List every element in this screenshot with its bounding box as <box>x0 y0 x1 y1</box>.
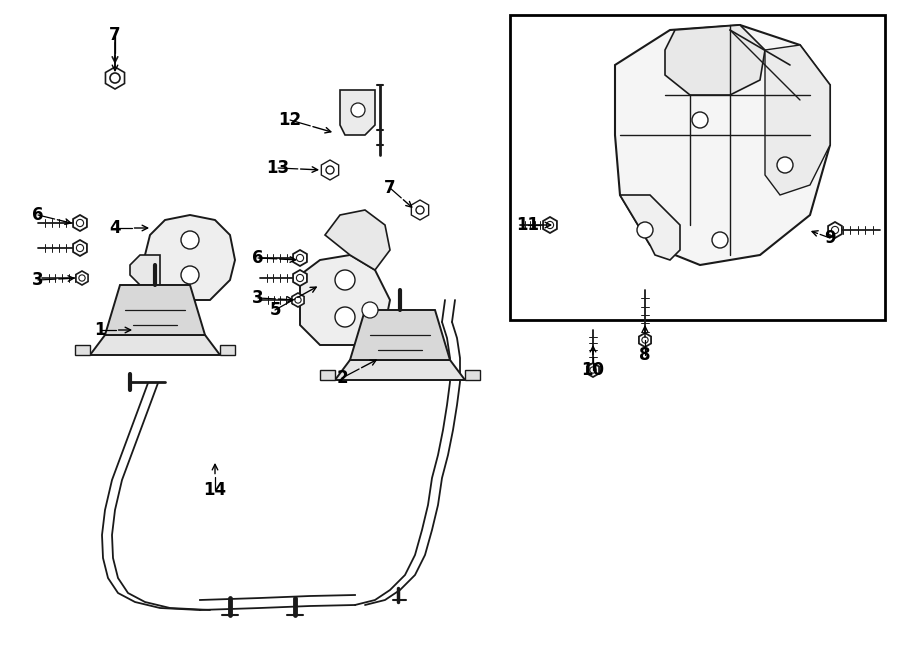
Text: 8: 8 <box>639 346 651 364</box>
Text: 14: 14 <box>203 481 227 499</box>
Polygon shape <box>90 335 220 355</box>
Polygon shape <box>130 255 160 285</box>
Text: 13: 13 <box>266 159 290 177</box>
Polygon shape <box>321 160 338 180</box>
Polygon shape <box>465 370 480 380</box>
Polygon shape <box>105 285 205 335</box>
Circle shape <box>712 232 728 248</box>
Polygon shape <box>543 217 557 233</box>
Circle shape <box>79 275 86 281</box>
Polygon shape <box>293 270 307 286</box>
Polygon shape <box>615 25 830 265</box>
Circle shape <box>362 302 378 318</box>
Text: 6: 6 <box>252 249 264 267</box>
Circle shape <box>110 73 120 83</box>
Polygon shape <box>105 67 124 89</box>
Text: 2: 2 <box>337 369 347 387</box>
Polygon shape <box>620 195 680 260</box>
Bar <box>510 15 885 320</box>
Text: 10: 10 <box>581 361 605 379</box>
Circle shape <box>335 270 355 290</box>
Text: 11: 11 <box>517 216 539 234</box>
Text: 4: 4 <box>109 219 121 237</box>
Circle shape <box>335 307 355 327</box>
Circle shape <box>296 254 303 261</box>
Text: 9: 9 <box>824 229 836 247</box>
Circle shape <box>76 244 84 252</box>
Circle shape <box>832 226 839 234</box>
Circle shape <box>326 166 334 174</box>
Circle shape <box>590 367 596 373</box>
Circle shape <box>296 275 303 281</box>
Circle shape <box>637 222 653 238</box>
Polygon shape <box>411 200 428 220</box>
Polygon shape <box>320 370 335 380</box>
Polygon shape <box>350 310 450 360</box>
Text: 7: 7 <box>109 26 121 44</box>
Circle shape <box>295 297 302 303</box>
Text: 3: 3 <box>32 271 44 289</box>
Circle shape <box>181 266 199 284</box>
Circle shape <box>642 337 648 343</box>
Circle shape <box>777 157 793 173</box>
Polygon shape <box>145 215 235 300</box>
Text: 6: 6 <box>32 206 44 224</box>
Polygon shape <box>293 250 307 266</box>
Circle shape <box>76 219 84 226</box>
Polygon shape <box>665 25 765 95</box>
Text: 5: 5 <box>269 301 281 319</box>
Circle shape <box>546 221 554 228</box>
Polygon shape <box>335 360 465 380</box>
Polygon shape <box>639 333 651 347</box>
Polygon shape <box>587 363 599 377</box>
Polygon shape <box>765 45 830 195</box>
Text: 1: 1 <box>94 321 106 339</box>
Polygon shape <box>340 90 375 135</box>
Circle shape <box>181 231 199 249</box>
Circle shape <box>416 206 424 214</box>
Text: 3: 3 <box>252 289 264 307</box>
Circle shape <box>692 112 708 128</box>
Polygon shape <box>292 293 304 307</box>
Polygon shape <box>75 345 90 355</box>
Text: 12: 12 <box>278 111 302 129</box>
Polygon shape <box>73 240 87 256</box>
Polygon shape <box>325 210 390 270</box>
Text: 7: 7 <box>384 179 396 197</box>
Polygon shape <box>76 271 88 285</box>
Polygon shape <box>828 222 842 238</box>
Polygon shape <box>220 345 235 355</box>
Polygon shape <box>73 215 87 231</box>
Circle shape <box>351 103 365 117</box>
Polygon shape <box>300 255 390 345</box>
